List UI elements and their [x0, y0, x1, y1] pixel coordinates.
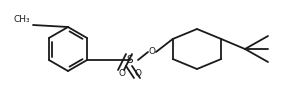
Text: CH₃: CH₃ — [14, 14, 30, 24]
Text: O: O — [134, 69, 142, 79]
Text: S: S — [127, 55, 133, 65]
Text: O: O — [149, 48, 155, 56]
Text: O: O — [119, 69, 125, 79]
